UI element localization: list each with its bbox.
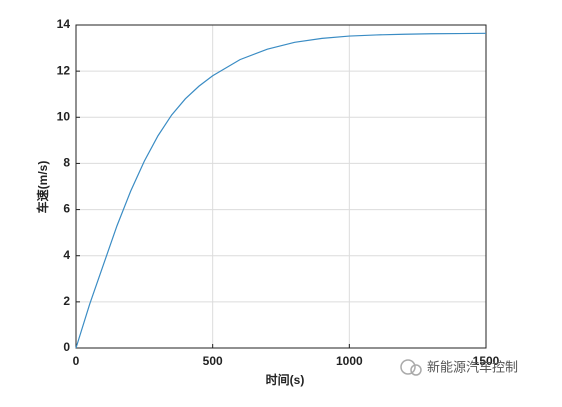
y-tick-label: 4	[63, 248, 70, 262]
x-axis-label: 时间(s)	[266, 372, 305, 387]
y-tick-label: 12	[57, 63, 71, 77]
y-tick-label: 6	[63, 202, 70, 216]
y-tick-label: 8	[63, 156, 70, 170]
watermark: 新能源汽车控制	[427, 359, 518, 374]
plot-frame	[75, 24, 487, 349]
plot-area	[76, 25, 486, 348]
x-tick-label: 0	[73, 354, 80, 368]
x-tick-label: 500	[203, 354, 223, 368]
watermark-icon	[400, 359, 422, 376]
x-tick-label: 1500	[473, 354, 500, 368]
line-series	[75, 32, 487, 349]
y-tick-label: 2	[63, 294, 70, 308]
y-tick-label: 10	[57, 109, 71, 123]
y-tick-label: 14	[57, 17, 71, 31]
y-tick-label: 0	[63, 340, 70, 354]
y-axis-label: 车速(m/s)	[35, 161, 50, 214]
x-tick-label: 1000	[336, 354, 363, 368]
